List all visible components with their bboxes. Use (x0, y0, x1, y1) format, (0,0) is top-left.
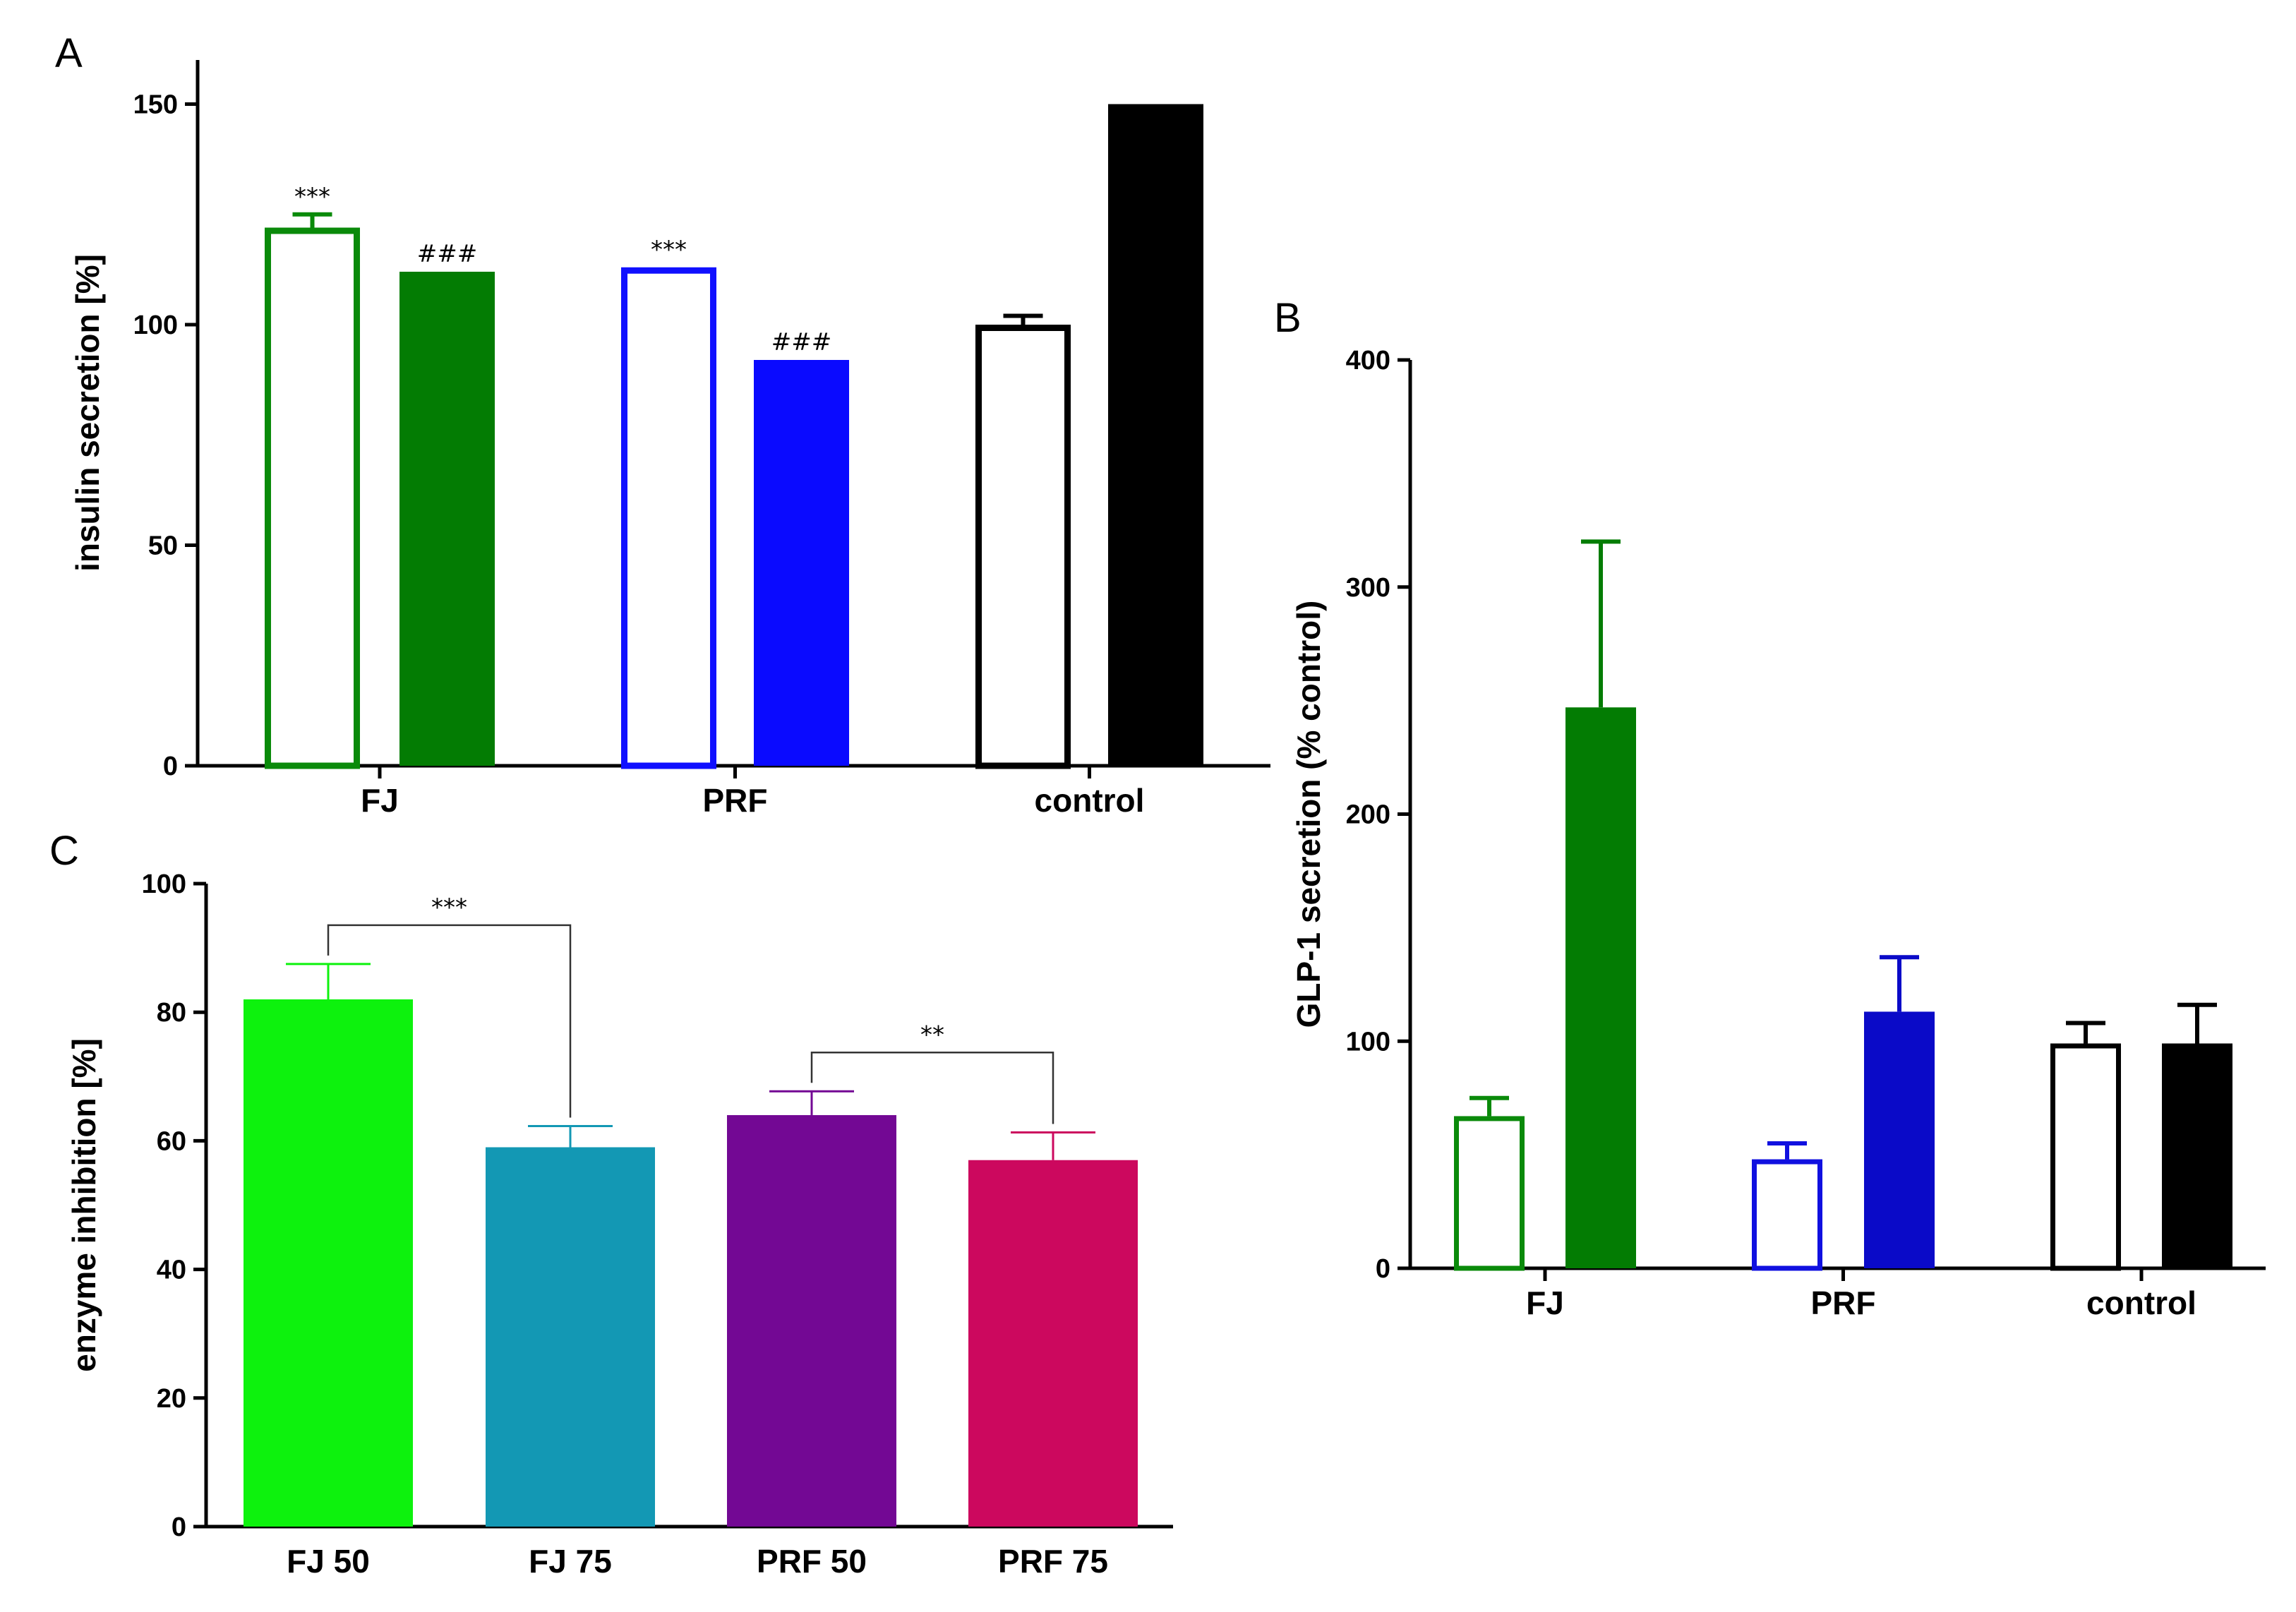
b-y-tick-label: 200 (1346, 800, 1390, 830)
b-y-tick-label: 300 (1346, 573, 1390, 603)
panel-a-letter: A (55, 30, 83, 76)
panel-b-letter: B (1274, 295, 1302, 341)
c-bar (486, 1147, 655, 1527)
c-bracket-label: *** (431, 894, 467, 922)
b-y-tick-label: 100 (1346, 1027, 1390, 1057)
b-x-tick-label: PRF (1811, 1285, 1876, 1321)
c-y-axis-title: enzyme inhibition [%] (66, 1038, 102, 1372)
b-x-tick-label: control (2086, 1285, 2196, 1321)
b-bar (1565, 707, 1636, 1268)
a-y-tick-label: 0 (163, 752, 178, 781)
c-significance-bracket (810, 1052, 1054, 1124)
c-y-tick-label: 0 (172, 1512, 186, 1542)
panel-b-chart: 0 100 200 300 400 GLP-1 secretion (% control)… (1290, 346, 2266, 1321)
b-x-tick-label: FJ (1526, 1285, 1564, 1321)
a-x-tick-label: control (1035, 782, 1145, 819)
c-x-tick-label: PRF 50 (757, 1543, 867, 1580)
c-bracket-label: ** (920, 1021, 944, 1049)
c-y-tick-label: 60 (157, 1126, 186, 1156)
c-bar (244, 999, 413, 1527)
a-significance-label: ### (417, 240, 477, 268)
c-bar (727, 1114, 896, 1527)
a-bar (621, 267, 716, 769)
c-x-tick-label: FJ 75 (529, 1543, 612, 1580)
a-bar (399, 272, 495, 766)
a-significance-label: *** (651, 236, 687, 264)
b-y-tick-label: 400 (1346, 346, 1390, 375)
b-bar (1454, 1116, 1525, 1271)
a-bar (754, 360, 849, 766)
c-y-tick-label: 40 (157, 1256, 186, 1285)
panel-a-chart: 0 50 100 150 insulin secretion [%] *** ### *** #… (69, 60, 1270, 819)
a-y-axis-title: insulin secretion [%] (69, 254, 106, 572)
b-bar (2050, 1043, 2121, 1271)
c-y-tick-label: 80 (157, 998, 186, 1028)
a-x-tick-label: FJ (361, 782, 399, 819)
a-significance-label: ### (771, 328, 831, 356)
c-x-tick-label: FJ 50 (287, 1543, 370, 1580)
panel-c-letter: C (49, 828, 79, 874)
c-x-tick-label: PRF 75 (998, 1543, 1108, 1580)
a-bar (975, 325, 1071, 769)
a-bar (265, 227, 360, 769)
a-bar (1108, 104, 1203, 766)
a-y-tick-label: 100 (133, 311, 178, 340)
panel-c-chart: 0 20 40 60 80 100 enzyme inhibition [%] FJ 50 FJ… (66, 870, 1173, 1580)
b-bar (2162, 1043, 2232, 1268)
a-y-tick-label: 150 (133, 90, 178, 120)
c-significance-bracket (327, 924, 572, 1118)
c-y-tick-label: 20 (157, 1384, 186, 1414)
c-y-tick-label: 100 (142, 870, 186, 899)
b-bar (1752, 1159, 1822, 1271)
a-x-tick-label: PRF (703, 782, 768, 819)
b-y-axis-title: GLP-1 secretion (% control) (1290, 601, 1327, 1028)
a-y-tick-label: 50 (148, 531, 178, 561)
a-significance-label: *** (294, 183, 330, 211)
b-bar (1864, 1011, 1935, 1268)
b-y-tick-label: 0 (1376, 1254, 1390, 1284)
c-bar (968, 1160, 1138, 1527)
